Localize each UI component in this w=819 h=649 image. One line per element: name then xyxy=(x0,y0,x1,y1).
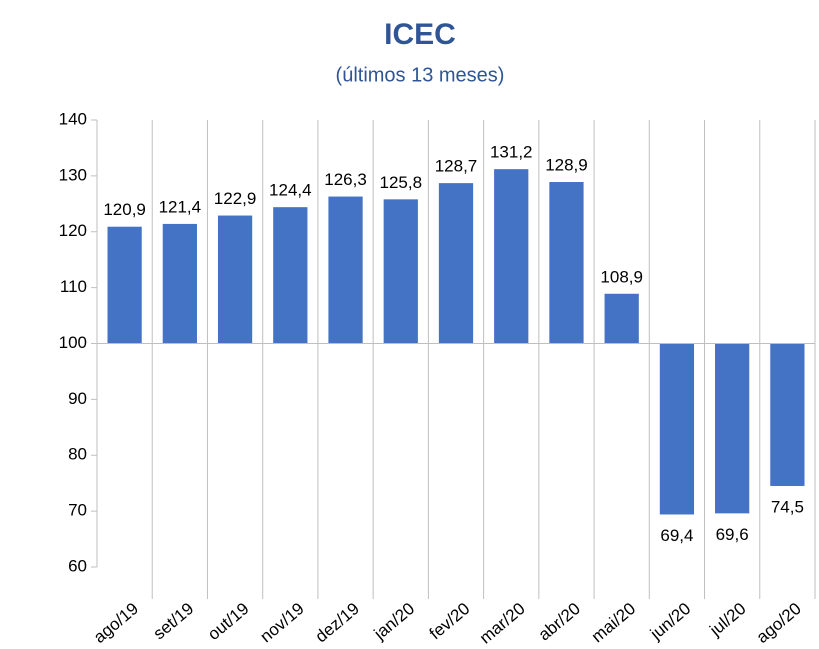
x-tick-label: abr/20 xyxy=(535,599,584,644)
y-tick-label: 120 xyxy=(59,221,87,240)
x-tick-label: dez/19 xyxy=(312,599,363,644)
x-tick-label: nov/19 xyxy=(256,599,307,644)
x-tick-label: mai/20 xyxy=(588,599,639,644)
data-label: 121,4 xyxy=(159,197,202,216)
bar xyxy=(438,183,474,344)
data-label: 126,3 xyxy=(324,170,367,189)
x-tick-label: jan/20 xyxy=(370,599,418,644)
bar xyxy=(770,343,805,486)
y-tick-label: 130 xyxy=(59,165,87,184)
x-tick-label: jul/20 xyxy=(705,599,749,640)
x-tick-label: jun/20 xyxy=(646,599,694,644)
bar xyxy=(604,293,639,344)
data-label: 122,9 xyxy=(214,189,257,208)
y-tick-label: 60 xyxy=(68,556,87,575)
y-tick-label: 100 xyxy=(59,333,87,352)
data-label: 69,6 xyxy=(716,525,749,544)
chart-title: ICEC xyxy=(384,18,456,51)
data-label: 74,5 xyxy=(771,497,804,516)
bar xyxy=(328,196,363,344)
bar xyxy=(549,182,584,344)
x-tick-label: ago/20 xyxy=(753,599,805,644)
chart-subtitle: (últimos 13 meses) xyxy=(336,64,505,86)
bar xyxy=(217,215,253,344)
data-label: 120,9 xyxy=(103,200,146,219)
data-label: 131,2 xyxy=(490,143,533,162)
x-tick-label: fev/20 xyxy=(426,599,474,643)
bar xyxy=(659,343,695,515)
x-tick-label: out/19 xyxy=(204,599,252,644)
x-tick-label: ago/19 xyxy=(90,599,142,644)
bar xyxy=(383,199,418,344)
data-label: 124,4 xyxy=(269,181,312,200)
data-label: 69,4 xyxy=(660,526,693,545)
data-label: 128,9 xyxy=(545,156,588,175)
data-label: 128,7 xyxy=(435,157,478,176)
data-label: 125,8 xyxy=(379,173,422,192)
y-tick-label: 110 xyxy=(60,277,87,296)
bar xyxy=(715,343,750,514)
y-tick-label: 80 xyxy=(68,445,87,464)
y-tick-label: 70 xyxy=(68,501,87,520)
bar xyxy=(162,223,197,344)
y-tick-label: 90 xyxy=(68,389,87,408)
x-tick-label: set/19 xyxy=(150,599,198,643)
bar xyxy=(494,169,529,344)
bar xyxy=(273,207,308,344)
y-tick-label: 140 xyxy=(59,109,87,128)
bar xyxy=(107,226,142,344)
data-label: 108,9 xyxy=(600,267,643,286)
x-tick-label: mar/20 xyxy=(476,599,529,644)
